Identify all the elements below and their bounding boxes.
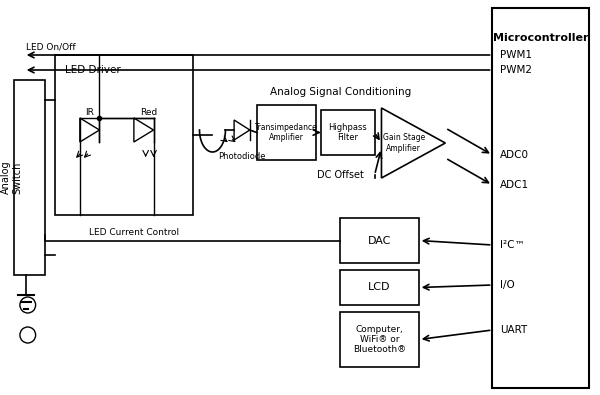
Text: I/O: I/O [500, 280, 515, 290]
Text: IR: IR [85, 107, 94, 117]
Text: Microcontroller: Microcontroller [493, 33, 589, 43]
Text: Transimpedance
Amplifier: Transimpedance Amplifier [255, 123, 317, 142]
Text: Highpass
Filter: Highpass Filter [328, 123, 367, 142]
Text: LED Driver: LED Driver [65, 65, 121, 75]
Text: LED On/Off: LED On/Off [26, 43, 76, 51]
Text: Analog
Switch: Analog Switch [1, 161, 23, 194]
Text: PWM1: PWM1 [500, 50, 532, 60]
FancyBboxPatch shape [55, 55, 193, 215]
Text: Gain Stage
Amplifier: Gain Stage Amplifier [383, 133, 425, 153]
Text: Photodiode: Photodiode [218, 152, 266, 161]
Text: DC Offset: DC Offset [317, 170, 364, 180]
Text: DAC: DAC [368, 235, 391, 246]
FancyBboxPatch shape [340, 312, 419, 367]
FancyBboxPatch shape [493, 8, 589, 388]
Text: PWM2: PWM2 [500, 65, 532, 75]
FancyBboxPatch shape [257, 105, 316, 160]
Text: UART: UART [500, 325, 527, 335]
Text: ADC1: ADC1 [500, 180, 529, 190]
Text: I²C™: I²C™ [500, 240, 525, 250]
FancyBboxPatch shape [320, 110, 374, 155]
Text: LED Current Control: LED Current Control [89, 228, 179, 237]
FancyBboxPatch shape [340, 218, 419, 263]
Text: LCD: LCD [368, 282, 391, 293]
Text: Computer,
WiFi® or
Bluetooth®: Computer, WiFi® or Bluetooth® [353, 325, 406, 354]
Text: ADC0: ADC0 [500, 150, 529, 160]
Text: Red: Red [140, 107, 157, 117]
FancyBboxPatch shape [14, 80, 46, 275]
Text: Analog Signal Conditioning: Analog Signal Conditioning [269, 87, 411, 97]
FancyBboxPatch shape [340, 270, 419, 305]
